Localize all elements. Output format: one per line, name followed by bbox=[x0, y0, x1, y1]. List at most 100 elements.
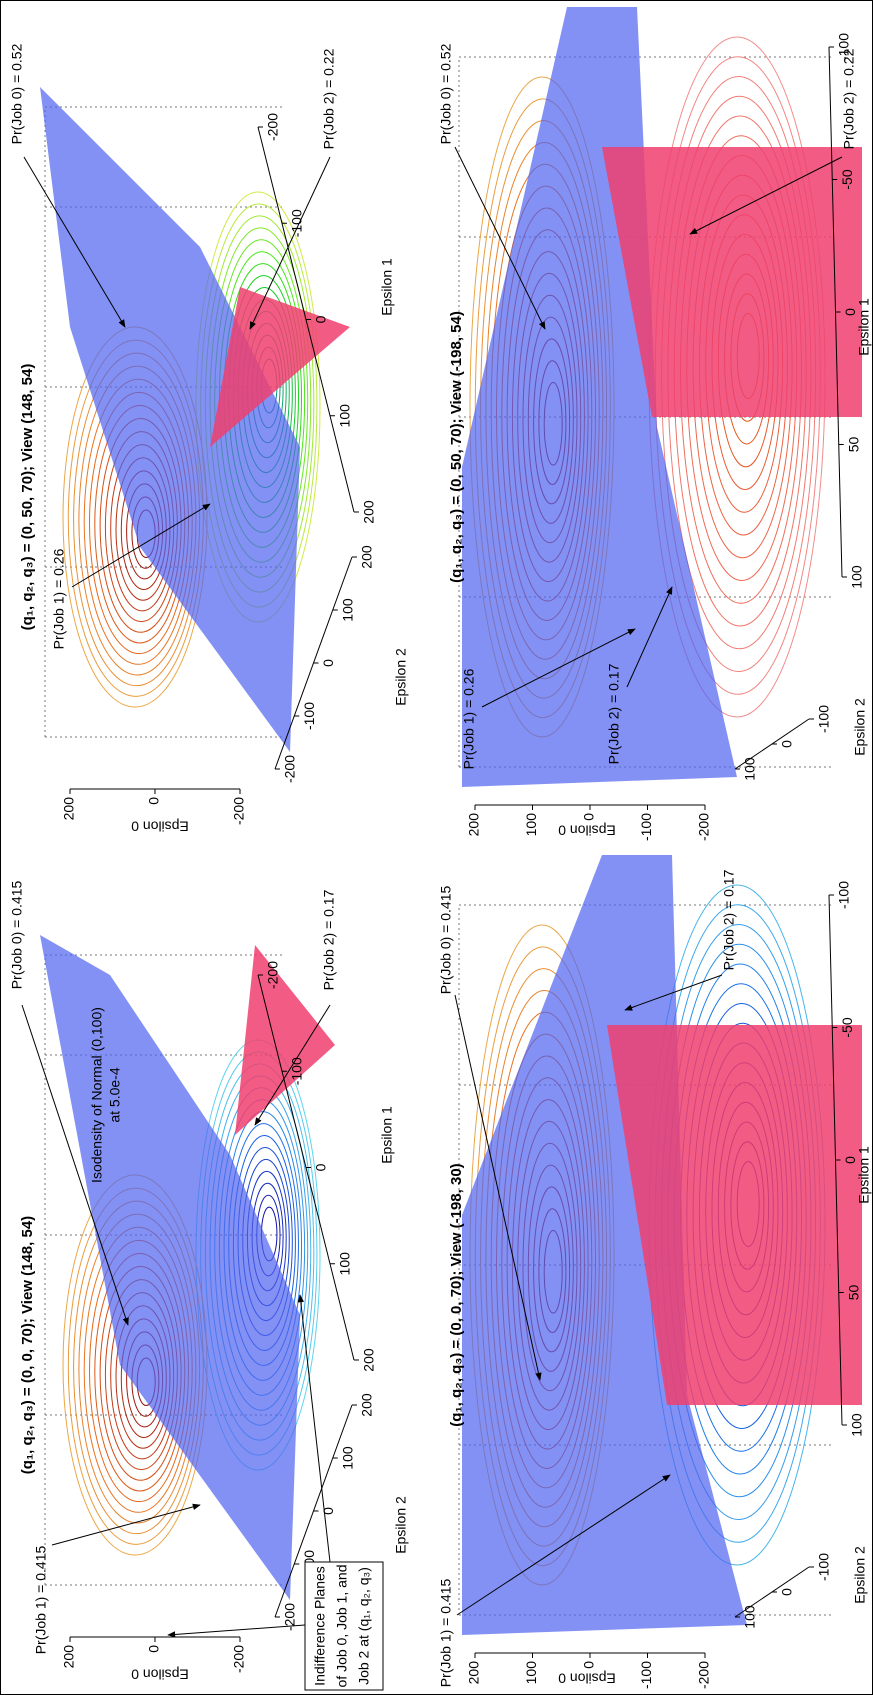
tick-label: 0 bbox=[146, 797, 162, 805]
tick-label: 0 bbox=[320, 1507, 336, 1515]
tick-label: -100 bbox=[301, 702, 317, 730]
tick-label: 0 bbox=[313, 1163, 329, 1171]
annotation-arrow bbox=[626, 586, 673, 688]
annotation-arrow bbox=[456, 1474, 671, 1616]
annotation: Pr(Job 2) = 0.17 bbox=[606, 663, 622, 764]
note-box bbox=[304, 1561, 384, 1691]
panel: 200 100 0 -100 -200 100 0 -100 100 50 0 -50 -100 Epsi… bbox=[438, 855, 872, 1689]
tick-label: 200 bbox=[361, 500, 377, 524]
panel-title: (q₁, q₂, q₃) = (0, 0, 70); View (148, 54… bbox=[19, 1216, 36, 1474]
tick-label: -100 bbox=[289, 1057, 305, 1085]
annotation-arrow bbox=[21, 1004, 129, 1326]
y-axis-label: Epsilon 1 bbox=[856, 1146, 872, 1204]
z-axis-label: Epsilon 0 bbox=[558, 822, 616, 838]
y-axis-label: Epsilon 1 bbox=[379, 1106, 395, 1164]
tick-label: 100 bbox=[742, 757, 758, 781]
annotation: Pr(Job 2) = 0.22 bbox=[841, 48, 857, 149]
tick-label: -100 bbox=[638, 813, 654, 841]
x-axis-label: Epsilon 2 bbox=[393, 1496, 409, 1554]
tick-label: 200 bbox=[359, 545, 375, 569]
panel-title: (q₁, q₂, q₃) = (0, 50, 70); View (148, 5… bbox=[19, 364, 36, 631]
tick-label: 200 bbox=[359, 1393, 375, 1417]
tick-label: -200 bbox=[265, 113, 281, 141]
x-axis-label: Epsilon 2 bbox=[852, 698, 868, 756]
annotation: Pr(Job 1) = 0.415 bbox=[33, 1546, 49, 1655]
tick-label: 200 bbox=[361, 1348, 377, 1372]
tick-label: -100 bbox=[816, 705, 832, 733]
plane-pink bbox=[235, 945, 335, 1135]
annotation: Pr(Job 1) = 0.415 bbox=[438, 1579, 454, 1688]
tick-label: 100 bbox=[523, 813, 539, 837]
tick-label: 0 bbox=[581, 813, 597, 821]
tick-label: -100 bbox=[816, 1553, 832, 1581]
panel-title: (q₁, q₂, q₃) = (0, 0, 70); View (-198, 3… bbox=[448, 1163, 465, 1426]
tick-label: 0 bbox=[842, 1156, 858, 1164]
tick-label: -100 bbox=[836, 881, 852, 909]
annotation: Pr(Job 0) = 0.415 bbox=[438, 886, 454, 995]
tick-label: 200 bbox=[466, 813, 482, 837]
tick-label: -200 bbox=[696, 1661, 712, 1689]
annotation-arrow bbox=[454, 994, 542, 1381]
tick-label: 100 bbox=[337, 404, 353, 428]
tick-label: 100 bbox=[742, 1605, 758, 1629]
annotation: Pr(Job 0) = 0.52 bbox=[438, 43, 454, 144]
annotation-arrow bbox=[23, 156, 126, 328]
plane-pink bbox=[607, 1025, 862, 1405]
plane-pink bbox=[602, 147, 862, 417]
tick-label: 100 bbox=[523, 1661, 539, 1685]
tick-label: -200 bbox=[282, 755, 298, 783]
x-axis-label: Epsilon 2 bbox=[852, 1546, 868, 1604]
tick-label: -200 bbox=[265, 961, 281, 989]
annotation-arrow bbox=[71, 503, 211, 588]
annotation-arrow bbox=[167, 1624, 306, 1638]
annotation: Pr(Job 2) = 0.17 bbox=[721, 869, 737, 970]
annotation: Pr(Job 2) = 0.22 bbox=[321, 48, 337, 149]
annotation-arrow bbox=[481, 628, 636, 708]
tick-label: 0 bbox=[842, 308, 858, 316]
y-axis-label: Epsilon 1 bbox=[856, 298, 872, 356]
tick-label: 100 bbox=[339, 598, 355, 622]
z-axis-label: Epsilon 0 bbox=[131, 1666, 189, 1682]
annotation: Pr(Job 2) = 0.17 bbox=[321, 889, 337, 990]
boxed-note: Indifference Planes bbox=[312, 1566, 328, 1686]
panel: 200 100 0 -100 -200 100 0 -100 100 50 0 -50 -100 Epsi… bbox=[438, 7, 872, 841]
tick-label: 0 bbox=[779, 740, 795, 748]
boxed-note: Job 2 at (q₁, q₂, q₃) bbox=[356, 1567, 372, 1685]
annotation: Pr(Job 1) = 0.26 bbox=[461, 668, 477, 769]
tick-label: -100 bbox=[836, 33, 852, 61]
tick-label: 50 bbox=[845, 1285, 861, 1301]
tick-label: -50 bbox=[839, 1017, 855, 1037]
panel-title: (q₁, q₂, q₃) = (0, 50, 70); View (-198, … bbox=[448, 311, 465, 583]
tick-label: 0 bbox=[779, 1588, 795, 1596]
z-axis-label: Epsilon 0 bbox=[131, 818, 189, 834]
annotation-arrow bbox=[454, 146, 546, 330]
z-axis-label: Epsilon 0 bbox=[558, 1670, 616, 1686]
boxed-note: of Job 0, Job 1, and bbox=[334, 1565, 350, 1688]
tick-label: 100 bbox=[339, 1446, 355, 1470]
tick-label: 100 bbox=[337, 1252, 353, 1276]
tick-label: 200 bbox=[61, 1645, 77, 1669]
tick-label: -50 bbox=[839, 169, 855, 189]
tick-label: 100 bbox=[849, 1413, 865, 1437]
tick-label: 200 bbox=[61, 797, 77, 821]
tick-label: -100 bbox=[638, 1661, 654, 1689]
landscape: 200 0 -200 -200 -100 0 100 200 200 100 0 -100 -200 Ep… bbox=[9, 7, 872, 1691]
tick-label: 50 bbox=[845, 437, 861, 453]
note: Isodensity of Normal (0,100) bbox=[89, 1007, 105, 1183]
tick-label: 0 bbox=[320, 659, 336, 667]
annotation: Pr(Job 1) = 0.26 bbox=[51, 548, 67, 649]
tick-label: -200 bbox=[231, 1645, 247, 1673]
panel: 2000-200-200-10001002002001000-100-200Ep… bbox=[9, 881, 409, 1691]
annotation-arrow bbox=[624, 974, 723, 1011]
tick-label: 100 bbox=[849, 565, 865, 589]
annotation-arrow bbox=[297, 1294, 331, 1563]
x-axis-label: Epsilon 2 bbox=[393, 648, 409, 706]
tick-label: -200 bbox=[282, 1603, 298, 1631]
tick-label: 0 bbox=[146, 1645, 162, 1653]
annotation-arrow bbox=[51, 1503, 201, 1546]
annotation: Pr(Job 0) = 0.415 bbox=[9, 881, 25, 990]
annotation-arrow bbox=[689, 156, 843, 235]
tick-label: 200 bbox=[466, 1661, 482, 1685]
